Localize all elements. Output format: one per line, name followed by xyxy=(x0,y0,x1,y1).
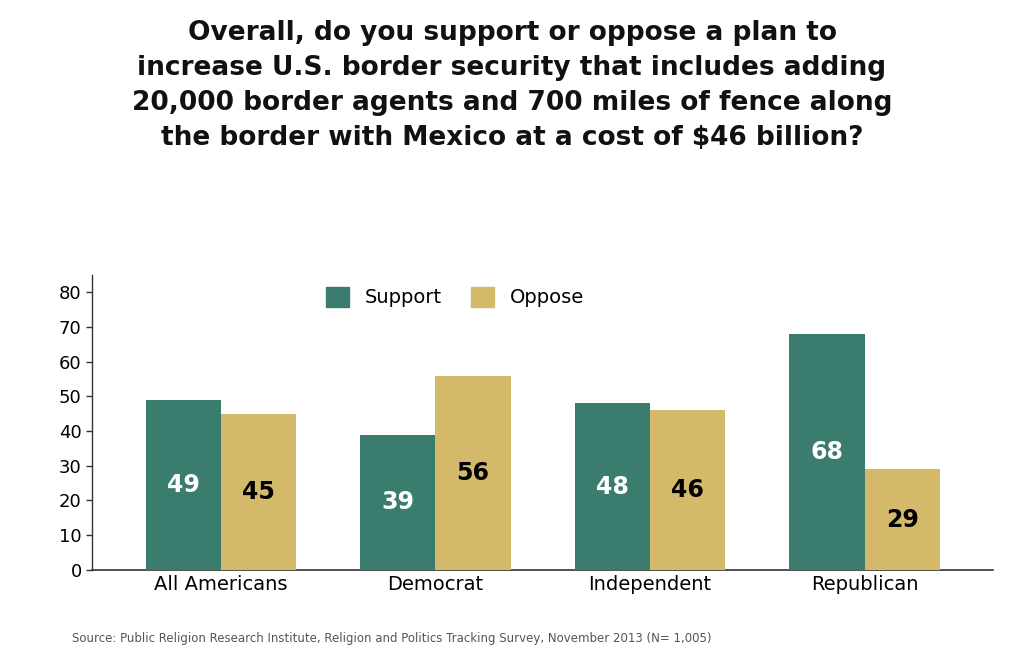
Text: 48: 48 xyxy=(596,475,629,498)
Bar xyxy=(650,410,725,570)
Text: 46: 46 xyxy=(671,478,703,502)
Text: 56: 56 xyxy=(457,460,489,485)
Text: 39: 39 xyxy=(381,490,415,514)
Bar xyxy=(790,334,864,570)
Text: Source: Public Religion Research Institute, Religion and Politics Tracking Surve: Source: Public Religion Research Institu… xyxy=(72,632,712,645)
Bar xyxy=(435,376,511,570)
Text: 45: 45 xyxy=(242,480,274,504)
Text: Overall, do you support or oppose a plan to
increase U.S. border security that i: Overall, do you support or oppose a plan… xyxy=(132,20,892,151)
Legend: Support, Oppose: Support, Oppose xyxy=(318,279,592,315)
Text: 68: 68 xyxy=(811,440,844,464)
Bar xyxy=(864,469,940,570)
Text: 49: 49 xyxy=(167,473,200,497)
Text: 29: 29 xyxy=(886,508,919,532)
Bar xyxy=(574,403,650,570)
Bar xyxy=(145,400,221,570)
Bar xyxy=(221,414,296,570)
Bar xyxy=(360,435,435,570)
